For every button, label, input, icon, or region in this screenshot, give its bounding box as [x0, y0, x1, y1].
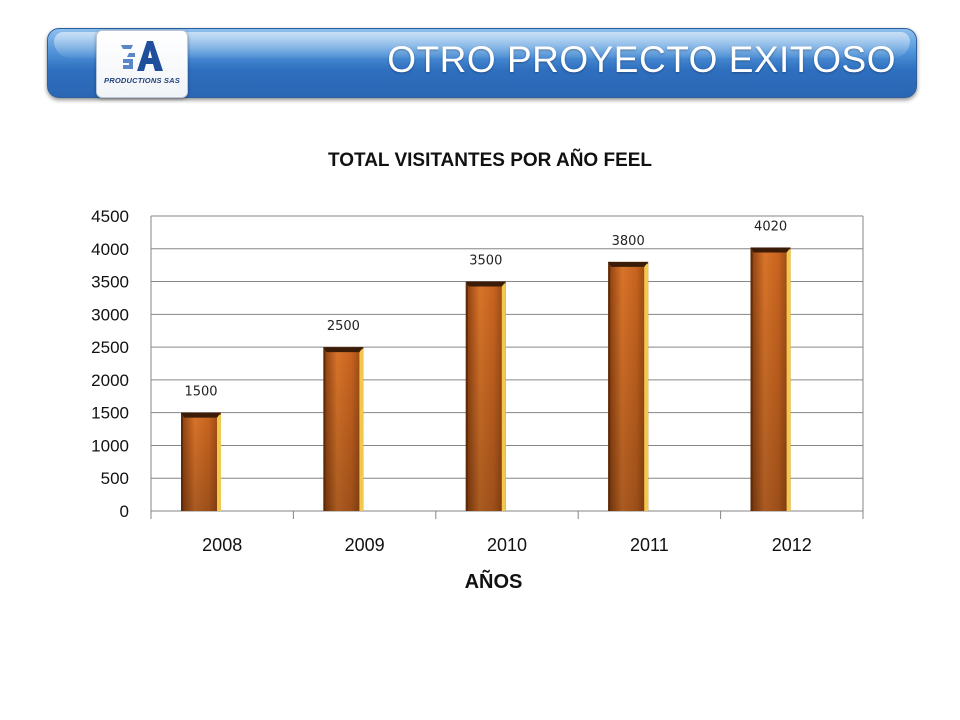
- bar-left-edge: [323, 347, 326, 511]
- x-tick-label: 2008: [202, 535, 242, 555]
- y-tick-label: 1000: [91, 436, 129, 455]
- bar: [750, 247, 791, 511]
- bar-edge: [217, 414, 221, 511]
- bar-left-edge: [608, 261, 611, 511]
- bar-shade: [465, 281, 506, 511]
- company-logo: PRODUCTIONS SAS: [96, 30, 188, 98]
- x-tick-label: 2009: [345, 535, 385, 555]
- bar-shade: [608, 261, 649, 511]
- x-tick-label: 2012: [772, 535, 812, 555]
- y-tick-label: 2500: [91, 338, 129, 357]
- y-tick-label: 3000: [91, 305, 129, 324]
- bar-top: [608, 261, 649, 267]
- x-tick-label: 2010: [487, 535, 527, 555]
- bar-left-edge: [465, 281, 468, 511]
- y-tick-label: 1500: [91, 404, 129, 423]
- bar-edge: [359, 349, 364, 511]
- bar-top: [323, 347, 364, 353]
- bar-shade: [750, 247, 791, 511]
- data-label: 4020: [754, 219, 787, 234]
- x-tick-label: 2011: [630, 535, 669, 555]
- bar: [323, 347, 364, 511]
- y-tick-label: 4000: [91, 240, 129, 259]
- data-label: 1500: [184, 385, 217, 400]
- bar: [608, 261, 649, 511]
- bar-shade: [323, 347, 364, 511]
- data-label: 3500: [469, 254, 502, 269]
- bar-left-edge: [750, 247, 753, 511]
- bar-top: [181, 412, 221, 418]
- x-axis-label: AÑOS: [464, 571, 523, 593]
- y-tick-label: 500: [101, 469, 129, 488]
- logo-mark-icon: [121, 41, 163, 71]
- header-banner: OTRO PROYECTO EXITOSO: [47, 28, 917, 98]
- bar-top: [750, 247, 791, 253]
- bar-shade: [181, 412, 221, 511]
- y-tick-label: 0: [120, 502, 129, 521]
- page-title: OTRO PROYECTO EXITOSO: [387, 39, 896, 80]
- data-label: 3800: [612, 234, 645, 249]
- bar-edge: [786, 249, 791, 511]
- chart-title: TOTAL VISITANTES POR AÑO FEEL: [327, 150, 653, 171]
- data-label: 2500: [327, 319, 360, 334]
- bar: [465, 281, 506, 511]
- bar-top: [465, 281, 506, 287]
- logo-text: PRODUCTIONS SAS: [104, 76, 180, 85]
- y-tick-label: 4500: [91, 207, 129, 226]
- y-tick-label: 3500: [91, 273, 129, 292]
- bar-edge: [644, 263, 649, 511]
- bar-edge: [501, 283, 506, 511]
- bar-left-edge: [181, 412, 183, 511]
- y-tick-label: 2000: [91, 371, 129, 390]
- bar: [181, 412, 221, 511]
